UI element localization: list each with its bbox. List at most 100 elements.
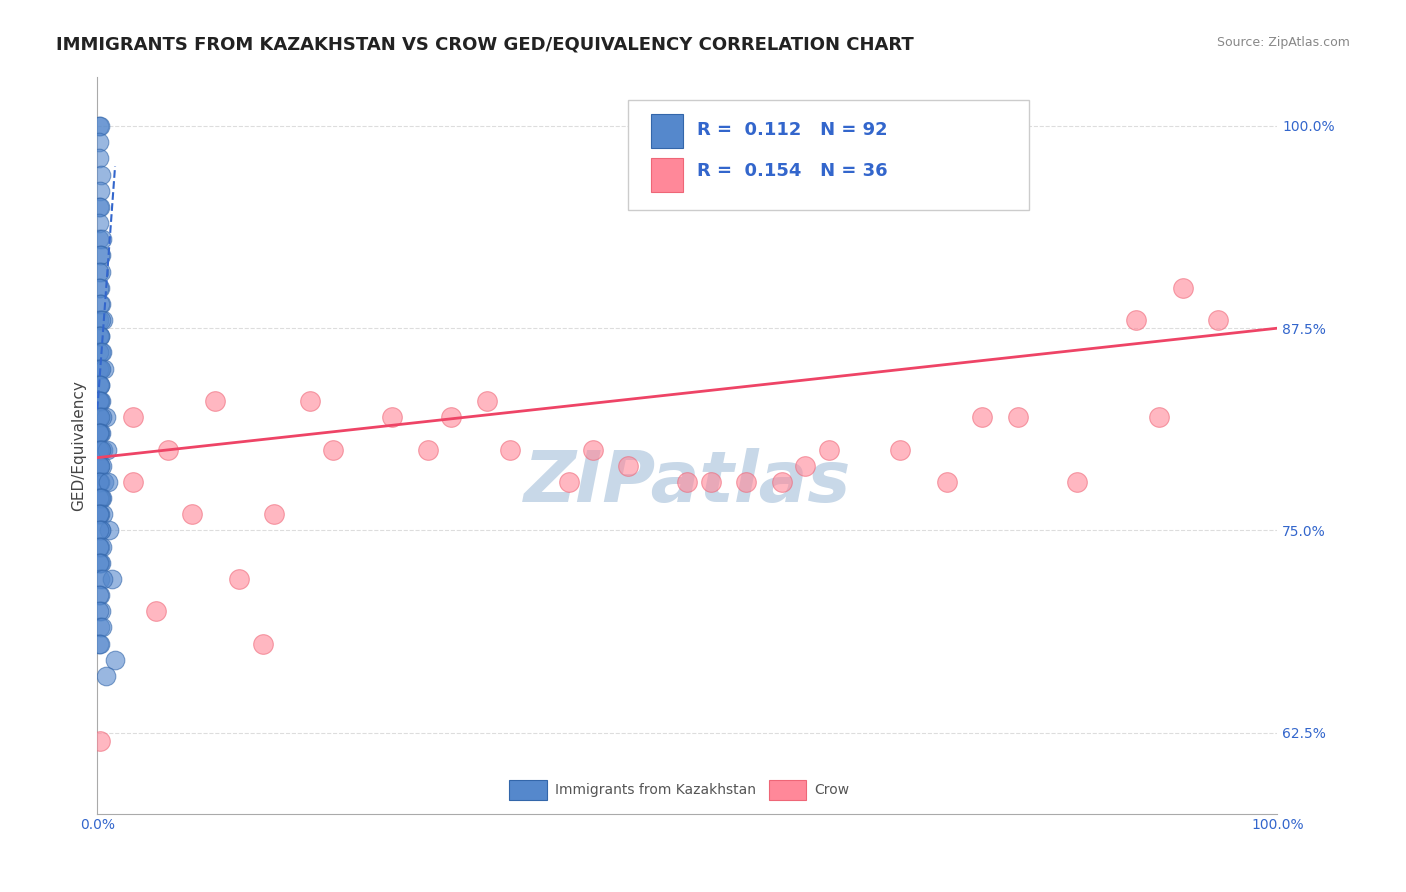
Point [90, 524, 112, 538]
Point [89, 200, 111, 214]
Point [93, 475, 115, 489]
Point [91, 410, 114, 425]
Point [91, 345, 114, 359]
Point [91, 620, 114, 634]
Point [145, 604, 167, 618]
Point [346, 830, 368, 845]
Point [89, 119, 111, 133]
Point [87, 588, 110, 602]
Point [87, 361, 110, 376]
Point [91, 508, 114, 522]
Point [90, 442, 112, 457]
Point [89, 394, 111, 409]
Point [558, 475, 581, 489]
Point [89, 556, 111, 570]
Point [89, 508, 111, 522]
Point [87, 377, 110, 392]
Point [89, 442, 111, 457]
Text: Immigrants from Kazakhstan: Immigrants from Kazakhstan [555, 783, 756, 797]
FancyBboxPatch shape [651, 158, 682, 193]
Point [89, 572, 111, 586]
Point [90, 248, 112, 262]
FancyBboxPatch shape [651, 113, 682, 148]
Point [794, 458, 817, 473]
Point [87, 329, 110, 343]
Point [91, 313, 114, 327]
Point [617, 458, 640, 473]
Point [87, 524, 110, 538]
Point [91, 442, 114, 457]
Point [204, 394, 226, 409]
Point [121, 410, 143, 425]
Point [89, 458, 111, 473]
Point [104, 653, 127, 667]
Point [89, 377, 111, 392]
Point [298, 394, 321, 409]
Point [87, 442, 110, 457]
Y-axis label: GED/Equivalency: GED/Equivalency [72, 380, 86, 511]
Point [90, 524, 112, 538]
Point [87, 475, 110, 489]
Point [87, 232, 110, 246]
Point [322, 442, 344, 457]
Point [90, 604, 112, 618]
Point [87, 216, 110, 230]
Point [90, 491, 112, 505]
Point [90, 394, 112, 409]
Point [475, 394, 498, 409]
Point [87, 458, 110, 473]
Point [89, 377, 111, 392]
Point [90, 426, 112, 441]
Point [157, 442, 180, 457]
Text: Crow: Crow [814, 783, 849, 797]
Point [440, 410, 463, 425]
Point [91, 458, 114, 473]
Point [252, 637, 274, 651]
Point [87, 394, 110, 409]
Point [90, 556, 112, 570]
Point [90, 361, 112, 376]
Point [87, 540, 110, 554]
Point [87, 119, 110, 133]
Point [91, 572, 114, 586]
Point [89, 491, 111, 505]
Point [87, 281, 110, 295]
Point [91, 540, 114, 554]
Point [121, 475, 143, 489]
Point [89, 637, 111, 651]
Point [889, 442, 911, 457]
Point [1206, 313, 1229, 327]
Point [89, 281, 111, 295]
Point [972, 410, 994, 425]
Point [87, 508, 110, 522]
Point [89, 475, 111, 489]
Point [87, 410, 110, 425]
Point [499, 442, 522, 457]
Point [87, 200, 110, 214]
Point [582, 442, 605, 457]
Point [90, 264, 112, 278]
Point [89, 733, 111, 747]
Point [87, 475, 110, 489]
Point [90, 345, 112, 359]
Point [90, 313, 112, 327]
Point [90, 297, 112, 311]
Point [96, 442, 118, 457]
Point [89, 588, 111, 602]
Point [1007, 410, 1029, 425]
Point [87, 151, 110, 165]
Point [87, 637, 110, 651]
Text: IMMIGRANTS FROM KAZAKHSTAN VS CROW GED/EQUIVALENCY CORRELATION CHART: IMMIGRANTS FROM KAZAKHSTAN VS CROW GED/E… [56, 36, 914, 54]
Point [87, 345, 110, 359]
Point [416, 442, 439, 457]
Point [89, 540, 111, 554]
Point [94, 669, 117, 683]
Point [91, 232, 114, 246]
Point [180, 508, 202, 522]
Point [735, 475, 758, 489]
Point [228, 572, 250, 586]
Point [89, 297, 111, 311]
Point [381, 410, 404, 425]
FancyBboxPatch shape [628, 100, 1029, 210]
FancyBboxPatch shape [769, 780, 807, 799]
